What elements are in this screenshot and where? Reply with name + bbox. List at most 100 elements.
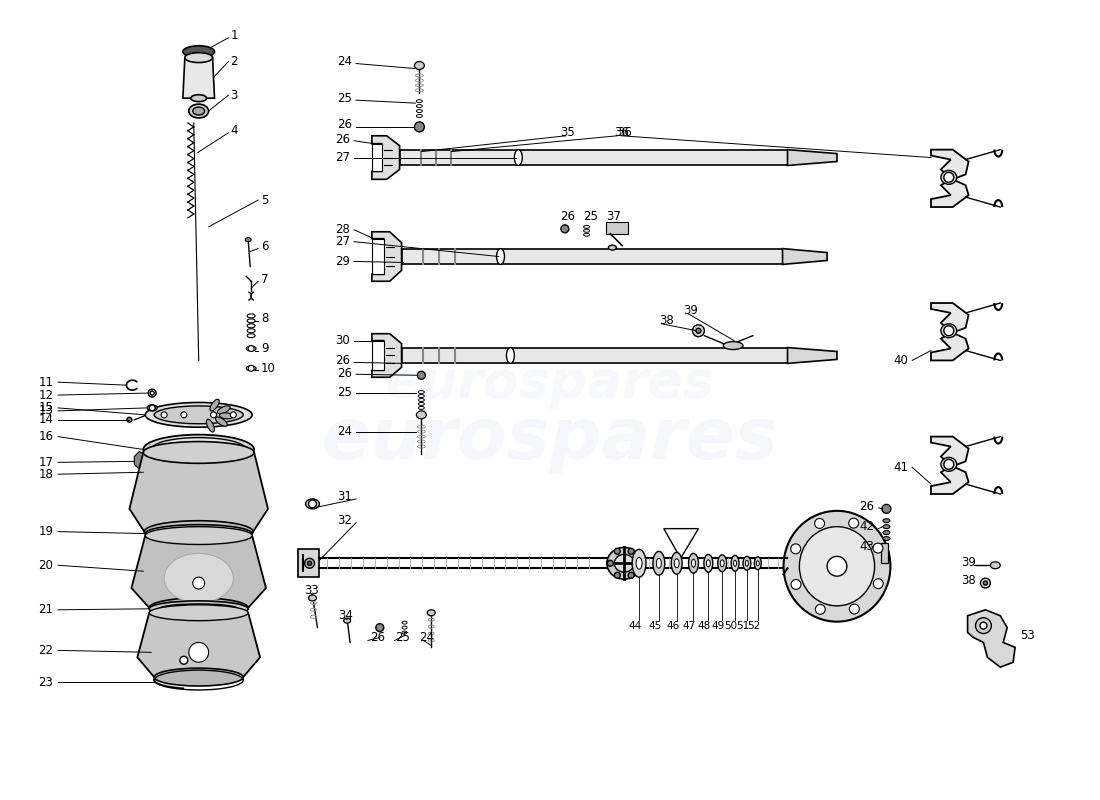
Bar <box>372 341 384 370</box>
Ellipse shape <box>940 324 957 338</box>
Ellipse shape <box>783 511 890 622</box>
Circle shape <box>827 556 847 576</box>
Ellipse shape <box>415 62 425 70</box>
Text: 24: 24 <box>419 631 435 644</box>
Polygon shape <box>372 232 402 282</box>
Bar <box>402 347 788 363</box>
Ellipse shape <box>883 525 890 529</box>
Bar <box>399 150 788 166</box>
Ellipse shape <box>608 245 616 250</box>
Circle shape <box>815 605 825 614</box>
Circle shape <box>873 578 883 589</box>
Ellipse shape <box>674 559 679 568</box>
Ellipse shape <box>164 554 233 603</box>
Text: 36: 36 <box>617 126 632 139</box>
Text: 26: 26 <box>370 631 385 644</box>
Bar <box>606 222 628 234</box>
Text: 20: 20 <box>39 558 53 572</box>
Polygon shape <box>134 451 144 470</box>
Ellipse shape <box>800 526 874 606</box>
Ellipse shape <box>506 347 515 363</box>
Circle shape <box>635 560 641 566</box>
Text: 25: 25 <box>338 386 352 398</box>
Ellipse shape <box>940 458 957 471</box>
Text: 3: 3 <box>230 89 238 102</box>
Ellipse shape <box>692 559 695 567</box>
Ellipse shape <box>717 555 727 572</box>
Ellipse shape <box>653 551 664 575</box>
Text: 8: 8 <box>261 312 268 326</box>
Ellipse shape <box>343 618 351 623</box>
Circle shape <box>944 172 954 182</box>
Text: 51: 51 <box>736 621 749 630</box>
Ellipse shape <box>210 399 219 411</box>
Ellipse shape <box>160 604 239 614</box>
Circle shape <box>161 412 167 418</box>
Circle shape <box>148 389 156 397</box>
Text: 13: 13 <box>39 404 53 418</box>
Text: 26: 26 <box>859 500 874 514</box>
Text: 41: 41 <box>893 461 909 474</box>
Text: 36: 36 <box>614 126 629 139</box>
Circle shape <box>180 656 188 664</box>
Polygon shape <box>183 58 215 98</box>
Circle shape <box>980 578 990 588</box>
Text: 4: 4 <box>230 124 238 138</box>
Ellipse shape <box>183 46 215 58</box>
Text: 10: 10 <box>261 362 276 375</box>
Text: 1: 1 <box>230 30 238 42</box>
Text: 24: 24 <box>337 425 352 438</box>
Text: 12: 12 <box>39 389 53 402</box>
Ellipse shape <box>734 560 737 566</box>
Text: 11: 11 <box>39 376 53 389</box>
Ellipse shape <box>246 366 256 371</box>
Ellipse shape <box>150 598 249 618</box>
Ellipse shape <box>190 94 207 102</box>
Circle shape <box>976 618 991 634</box>
Ellipse shape <box>145 526 252 545</box>
Ellipse shape <box>144 521 253 542</box>
Circle shape <box>849 604 859 614</box>
Ellipse shape <box>207 419 215 432</box>
Circle shape <box>882 505 891 514</box>
Circle shape <box>151 391 154 395</box>
Text: 29: 29 <box>336 255 350 268</box>
Text: 15: 15 <box>39 402 53 414</box>
Polygon shape <box>782 249 827 265</box>
Ellipse shape <box>883 518 890 522</box>
Text: 31: 31 <box>338 490 352 503</box>
Text: 33: 33 <box>305 585 319 598</box>
Text: 49: 49 <box>712 621 725 630</box>
Ellipse shape <box>607 547 641 579</box>
Text: 17: 17 <box>39 456 53 469</box>
Circle shape <box>944 459 954 470</box>
Ellipse shape <box>757 561 759 566</box>
Text: 6: 6 <box>261 240 268 253</box>
Text: 16: 16 <box>39 430 53 443</box>
Text: 46: 46 <box>667 621 680 630</box>
Circle shape <box>849 518 859 528</box>
Circle shape <box>873 543 883 553</box>
Ellipse shape <box>706 560 711 566</box>
Text: 5: 5 <box>261 194 268 206</box>
Circle shape <box>305 558 315 568</box>
Ellipse shape <box>189 104 209 118</box>
Ellipse shape <box>723 342 743 350</box>
Ellipse shape <box>940 170 957 184</box>
Ellipse shape <box>746 560 748 566</box>
Ellipse shape <box>150 605 249 621</box>
Polygon shape <box>131 535 266 608</box>
Text: 26: 26 <box>336 134 350 146</box>
Bar <box>298 550 319 577</box>
Circle shape <box>628 572 634 578</box>
Ellipse shape <box>883 530 890 534</box>
Text: 48: 48 <box>697 621 711 630</box>
Polygon shape <box>372 334 402 378</box>
Text: 50: 50 <box>725 621 738 630</box>
Text: 25: 25 <box>338 92 352 105</box>
Text: 26: 26 <box>337 366 352 380</box>
Ellipse shape <box>742 556 751 570</box>
Ellipse shape <box>990 562 1000 569</box>
Text: 22: 22 <box>39 644 53 657</box>
Circle shape <box>628 548 634 554</box>
